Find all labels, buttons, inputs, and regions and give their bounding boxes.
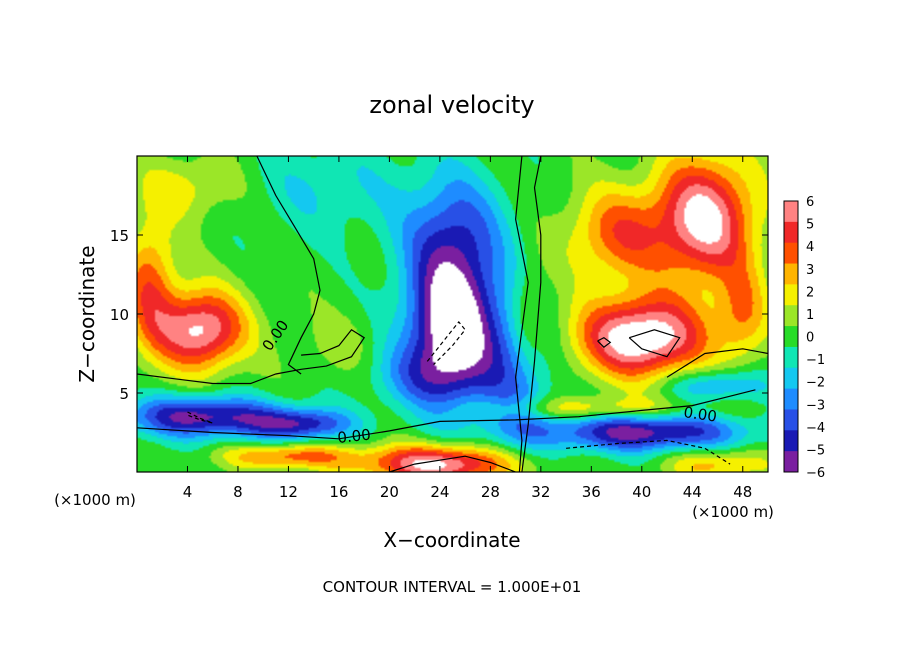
x-tick-label: 4 (183, 483, 193, 501)
x-tick-label: 48 (733, 483, 752, 501)
heatmap-field (137, 156, 768, 472)
colorbar-swatch (784, 388, 798, 410)
y-axis-ticks: 5 10 15 (110, 227, 768, 403)
x-tick-label: 12 (279, 483, 298, 501)
colorbar-tick-label: −1 (806, 353, 825, 368)
colorbar-swatch (784, 242, 798, 264)
colorbar-tick-label: 3 (806, 263, 814, 278)
x-tick-label: 24 (430, 483, 449, 501)
colorbar-swatch (784, 263, 798, 285)
positive-contour-line (597, 336, 612, 348)
colorbar-tick-label: 5 (806, 218, 814, 233)
colorbar-tick-label: 0 (806, 331, 814, 346)
plot-area (136, 155, 769, 473)
zero-contour-line (666, 348, 768, 378)
x-unit-left: (×1000 m) (54, 491, 136, 509)
colorbar-tick-label: −6 (806, 466, 825, 481)
x-axis-label: X−coordinate (383, 528, 520, 552)
y-tick-label: 15 (110, 227, 129, 245)
y-tick-label: 5 (119, 385, 129, 403)
colorbar-tick-label: −2 (806, 376, 825, 391)
negative-contour-line (566, 439, 731, 465)
y-tick-label: 10 (110, 306, 129, 324)
colorbar-tick-label: −5 (806, 443, 825, 458)
contour-lines (137, 156, 768, 472)
colorbar-swatch (784, 451, 798, 473)
colorbar-tick-label: 1 (806, 308, 814, 323)
colorbar-frame (783, 200, 799, 473)
colorbar-tick-label: 6 (806, 195, 814, 210)
x-tick-label: 32 (531, 483, 550, 501)
x-axis-ticks: 4 8 12 16 20 24 28 32 36 40 44 48 (183, 156, 752, 501)
colorbar-swatch (784, 305, 798, 327)
y-axis-label: Z−coordinate (75, 245, 99, 382)
contour-label: 0.00 (682, 403, 718, 425)
x-tick-label: 16 (329, 483, 348, 501)
x-tick-label: 40 (632, 483, 651, 501)
colorbar-swatch (784, 346, 798, 369)
colorbar-swatch (784, 367, 798, 390)
zero-contour-line (256, 156, 321, 375)
zero-contour-line (514, 156, 529, 472)
colorbar-tick-label: −4 (806, 421, 825, 436)
zero-contour-line (137, 329, 366, 385)
colorbar-tick-label: 2 (806, 285, 814, 300)
contour-interval-note: CONTOUR INTERVAL = 1.000E+01 (323, 578, 582, 596)
zero-contour-line (137, 389, 756, 440)
colorbar-swatch (784, 284, 798, 306)
colorbar-swatch (784, 430, 798, 452)
x-tick-label: 36 (582, 483, 601, 501)
x-unit-right: (×1000 m) (692, 503, 774, 521)
colorbar: 6 5 4 3 2 1 0 −1 −2 −3 −4 −5 −6 (783, 195, 825, 481)
colorbar-swatch (784, 201, 798, 223)
x-tick-label: 28 (481, 483, 500, 501)
zero-contour-line (521, 156, 542, 472)
colorbar-swatch (784, 221, 798, 244)
negative-contour-line (187, 411, 213, 424)
contour-label: 0.00 (337, 426, 372, 447)
zero-contour-line (389, 455, 516, 472)
chart-title: zonal velocity (369, 91, 534, 119)
colorbar-swatch (784, 326, 798, 348)
x-tick-label: 20 (380, 483, 399, 501)
colorbar-tick-label: 4 (806, 240, 814, 255)
colorbar-tick-label: −3 (806, 398, 825, 413)
colorbar-swatch (784, 409, 798, 431)
x-tick-label: 44 (683, 483, 702, 501)
negative-contour-line (426, 320, 466, 366)
positive-contour-line (628, 329, 681, 358)
x-tick-label: 8 (233, 483, 243, 501)
